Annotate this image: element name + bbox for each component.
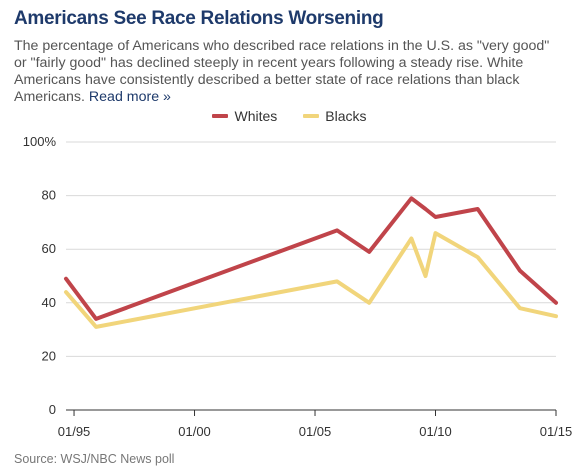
chart-title: Americans See Race Relations Worsening [14,8,384,29]
x-tick-label: 01/15 [540,424,573,439]
subtitle-text: The percentage of Americans who describe… [14,38,550,105]
y-tick-label: 40 [42,295,56,310]
source-note: Source: WSJ/NBC News poll [14,452,175,466]
series-line-whites [64,196,558,321]
y-tick-label: 80 [42,188,56,203]
x-tick-label: 01/10 [419,424,452,439]
legend-item-blacks[interactable]: Blacks [303,108,367,124]
read-more-link[interactable]: Read more » [88,89,171,105]
chart-subtitle: The percentage of Americans who describe… [14,38,564,106]
legend-label-blacks: Blacks [325,108,367,124]
y-tick-label: 20 [42,348,56,363]
y-tick-label: 60 [42,241,56,256]
legend-swatch-blacks [303,114,320,118]
legend-label-whites: Whites [234,108,278,124]
x-tick-label: 01/05 [299,424,332,439]
x-tick-label: 01/00 [178,424,211,439]
y-tick-label: 0 [49,402,56,417]
y-tick-label: 100% [23,134,57,149]
chart-legend: Whites Blacks [0,108,579,124]
legend-swatch-whites [212,114,229,118]
x-tick-label: 01/95 [58,424,91,439]
series-line-blacks [64,231,558,329]
legend-item-whites[interactable]: Whites [212,108,277,124]
